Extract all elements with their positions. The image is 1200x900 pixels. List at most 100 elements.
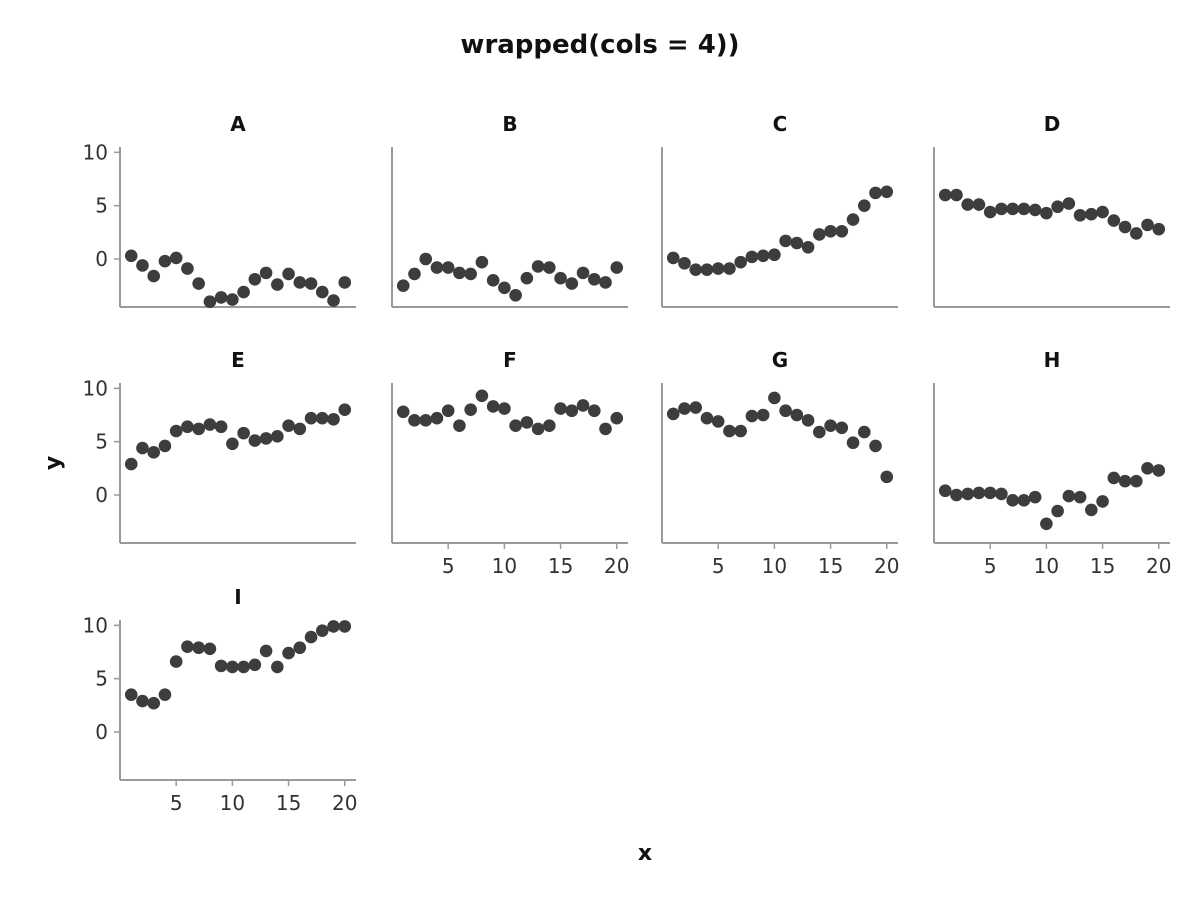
data-point-e bbox=[338, 403, 352, 416]
data-point-h bbox=[1051, 504, 1064, 518]
data-point-h bbox=[1107, 471, 1121, 485]
data-point-d bbox=[1096, 205, 1109, 219]
data-point-d bbox=[961, 198, 975, 211]
data-point-b bbox=[509, 288, 522, 302]
data-point-e bbox=[315, 411, 329, 425]
x-tick-label: 5 bbox=[712, 554, 725, 578]
x-tick-label: 20 bbox=[332, 791, 357, 815]
data-point-a bbox=[271, 278, 284, 291]
y-tick-label: 10 bbox=[83, 140, 108, 164]
data-point-f bbox=[464, 403, 477, 416]
data-point-g bbox=[711, 415, 725, 428]
data-point-c bbox=[711, 262, 725, 275]
data-point-e bbox=[158, 439, 172, 453]
y-tick-label: 10 bbox=[83, 613, 108, 637]
data-point-c bbox=[756, 249, 770, 263]
data-point-a bbox=[169, 251, 183, 265]
data-point-i bbox=[147, 696, 161, 710]
data-point-h bbox=[1062, 489, 1076, 503]
data-point-g bbox=[745, 409, 759, 423]
data-point-g bbox=[678, 402, 691, 415]
data-point-f bbox=[587, 404, 601, 418]
data-point-e bbox=[181, 420, 194, 434]
data-point-g bbox=[835, 421, 849, 435]
data-point-h bbox=[1152, 464, 1166, 477]
data-point-b bbox=[396, 279, 410, 292]
data-point-b bbox=[441, 261, 455, 274]
panel-title-e: E bbox=[231, 348, 245, 372]
data-point-d bbox=[1129, 227, 1143, 240]
data-point-h bbox=[1096, 495, 1109, 508]
x-tick-label: 5 bbox=[442, 554, 455, 578]
data-point-f bbox=[565, 404, 579, 418]
x-tick-label: 15 bbox=[1090, 554, 1115, 578]
data-point-h bbox=[1073, 490, 1087, 504]
data-point-f bbox=[599, 422, 612, 436]
data-point-e bbox=[327, 412, 340, 426]
data-point-c bbox=[790, 236, 804, 250]
y-tick-label: 0 bbox=[95, 247, 108, 271]
data-point-e bbox=[214, 420, 228, 434]
data-point-i bbox=[203, 642, 217, 656]
data-point-b bbox=[498, 281, 511, 295]
data-point-h bbox=[1017, 494, 1031, 507]
data-point-d bbox=[1141, 218, 1154, 232]
data-point-i bbox=[259, 644, 273, 658]
data-point-c bbox=[745, 250, 759, 264]
data-point-e bbox=[124, 457, 138, 471]
x-tick-label: 15 bbox=[818, 554, 843, 578]
data-point-g bbox=[768, 391, 781, 405]
data-point-d bbox=[1040, 206, 1053, 220]
y-tick-label: 5 bbox=[95, 430, 108, 454]
data-point-d bbox=[972, 198, 986, 211]
data-point-d bbox=[995, 202, 1008, 216]
data-point-f bbox=[520, 416, 534, 429]
data-point-i bbox=[338, 620, 352, 633]
data-point-a bbox=[147, 269, 161, 283]
data-point-b bbox=[554, 271, 567, 285]
data-point-i bbox=[124, 688, 138, 701]
data-point-g bbox=[846, 436, 860, 450]
data-point-g bbox=[813, 425, 826, 439]
data-point-f bbox=[610, 411, 624, 425]
data-point-h bbox=[1006, 494, 1019, 507]
data-point-a bbox=[248, 272, 262, 286]
data-point-e bbox=[248, 434, 262, 447]
data-point-g bbox=[824, 419, 837, 432]
data-point-a bbox=[315, 285, 329, 299]
data-point-c bbox=[678, 256, 691, 270]
data-point-h bbox=[972, 486, 986, 500]
data-point-h bbox=[961, 487, 975, 501]
data-point-h bbox=[938, 484, 952, 498]
data-point-h bbox=[1028, 490, 1042, 504]
data-point-b bbox=[453, 266, 466, 280]
data-point-c bbox=[666, 251, 680, 265]
data-point-d bbox=[1028, 203, 1042, 217]
data-point-g bbox=[869, 439, 882, 453]
data-point-f bbox=[396, 405, 410, 419]
y-axis-title: y bbox=[41, 456, 66, 470]
data-point-a bbox=[259, 266, 273, 280]
panel-title-h: H bbox=[1044, 348, 1061, 372]
data-point-h bbox=[950, 488, 963, 502]
panel-title-f: F bbox=[503, 348, 517, 372]
data-point-d bbox=[938, 188, 952, 202]
data-point-h bbox=[995, 487, 1008, 501]
data-point-f bbox=[498, 402, 511, 415]
data-point-i bbox=[192, 641, 205, 655]
panel-title-c: C bbox=[773, 112, 788, 136]
x-tick-label: 10 bbox=[762, 554, 787, 578]
data-point-c bbox=[779, 234, 792, 248]
data-point-d bbox=[983, 205, 997, 219]
data-point-f bbox=[430, 411, 444, 425]
data-point-g bbox=[880, 470, 894, 484]
data-point-b bbox=[587, 272, 601, 286]
data-point-a bbox=[158, 254, 172, 268]
data-point-c bbox=[700, 263, 714, 276]
data-point-b bbox=[430, 261, 444, 274]
data-point-d bbox=[1062, 197, 1076, 210]
data-point-g bbox=[723, 424, 736, 438]
data-point-e bbox=[147, 446, 161, 459]
data-point-g bbox=[790, 408, 804, 422]
data-point-d bbox=[1017, 202, 1031, 216]
